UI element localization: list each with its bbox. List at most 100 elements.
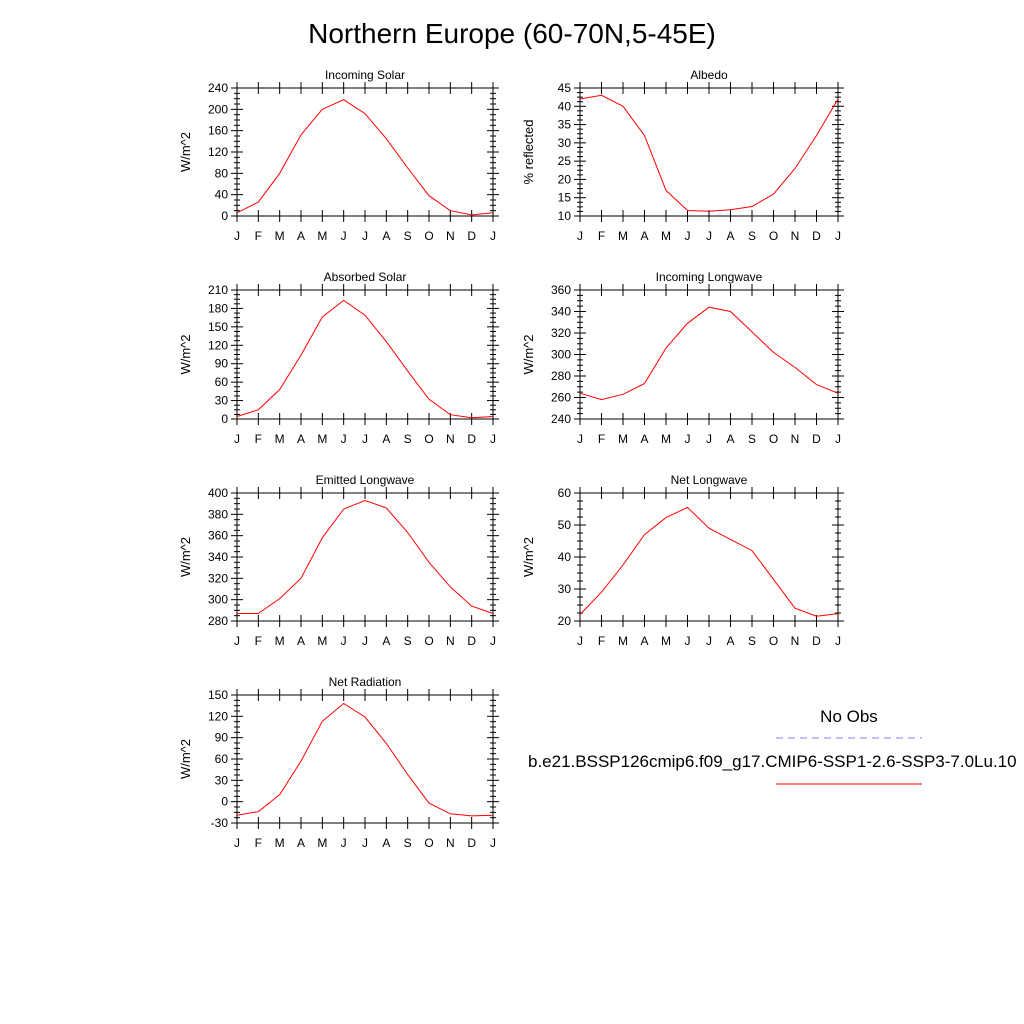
- x-tick-label: A: [640, 634, 648, 648]
- y-tick-label: 60: [558, 486, 572, 500]
- x-tick-label: S: [748, 634, 756, 648]
- x-tick-label: J: [341, 634, 347, 648]
- x-tick-label: A: [382, 634, 390, 648]
- x-tick-label: M: [618, 634, 628, 648]
- x-tick-label: O: [424, 229, 433, 243]
- x-tick-label: M: [618, 229, 628, 243]
- series-line: [579, 94, 839, 212]
- panel-title: Albedo: [690, 68, 728, 82]
- x-tick-label: M: [661, 432, 671, 446]
- panel-absorbed-solar: J F M A M J J A S O N D J0306090120150180210Absorbed…: [178, 270, 499, 446]
- x-tick-label: F: [255, 634, 262, 648]
- plot-frame: [236, 289, 494, 420]
- y-tick-label: 90: [215, 357, 229, 371]
- x-tick-label: S: [748, 229, 756, 243]
- y-tick-label: 150: [208, 320, 228, 334]
- y-tick-label: 120: [208, 709, 228, 723]
- y-tick-label: 280: [551, 369, 571, 383]
- x-tick-label: J: [685, 229, 691, 243]
- x-tick-label: S: [404, 229, 412, 243]
- y-tick-label: 0: [221, 412, 228, 426]
- x-tick-label: J: [490, 229, 496, 243]
- x-tick-label: J: [706, 634, 712, 648]
- x-tick-label: D: [467, 634, 476, 648]
- x-tick-label: J: [577, 432, 583, 446]
- x-tick-label: N: [791, 229, 800, 243]
- series-line: [236, 702, 494, 817]
- x-tick-label: A: [382, 432, 390, 446]
- x-tick-label: J: [234, 432, 240, 446]
- x-tick-label: M: [661, 229, 671, 243]
- x-tick-label: J: [685, 432, 691, 446]
- y-tick-label: 50: [558, 518, 572, 532]
- series-line: [236, 299, 494, 419]
- y-tick-label: 340: [208, 550, 228, 564]
- plot-frame: [236, 694, 494, 824]
- x-tick-label: A: [726, 634, 734, 648]
- y-axis-label: % reflected: [521, 119, 536, 184]
- x-tick-label: M: [317, 432, 327, 446]
- y-tick-label: 30: [215, 394, 229, 408]
- x-tick-label: J: [234, 836, 240, 850]
- x-tick-label: J: [234, 229, 240, 243]
- x-tick-label: M: [317, 634, 327, 648]
- y-tick-label: 30: [558, 582, 572, 596]
- y-tick-label: 25: [558, 154, 572, 168]
- x-tick-label: N: [791, 634, 800, 648]
- y-tick-label: 60: [215, 752, 229, 766]
- y-tick-label: 180: [208, 301, 228, 315]
- panel-title: Emitted Longwave: [316, 473, 415, 487]
- x-tick-label: O: [424, 634, 433, 648]
- x-tick-label: D: [812, 229, 821, 243]
- x-tick-label: J: [362, 634, 368, 648]
- y-tick-label: 60: [215, 375, 229, 389]
- y-axis-label: W/m^2: [178, 537, 193, 577]
- x-tick-label: J: [490, 634, 496, 648]
- x-tick-label: J: [706, 432, 712, 446]
- x-tick-label: A: [297, 432, 305, 446]
- y-tick-label: 360: [208, 529, 228, 543]
- x-tick-label: M: [275, 432, 285, 446]
- y-axis-label: W/m^2: [178, 739, 193, 779]
- plot-frame: [236, 87, 494, 217]
- y-tick-label: 240: [551, 412, 571, 426]
- y-tick-label: 360: [551, 283, 571, 297]
- x-tick-label: A: [640, 432, 648, 446]
- y-axis-label: W/m^2: [178, 132, 193, 172]
- y-tick-label: 260: [551, 391, 571, 405]
- y-axis-label: W/m^2: [178, 334, 193, 374]
- x-tick-label: M: [275, 634, 285, 648]
- x-tick-label: M: [275, 836, 285, 850]
- x-tick-label: D: [812, 634, 821, 648]
- x-tick-label: J: [835, 634, 841, 648]
- x-tick-label: J: [685, 634, 691, 648]
- y-tick-label: 80: [215, 166, 229, 180]
- y-tick-label: 15: [558, 191, 572, 205]
- legend: No Obs b.e21.BSSP126cmip6.f09_g17.CMIP6-…: [528, 707, 1017, 785]
- panel-title: Incoming Solar: [325, 68, 405, 82]
- x-tick-label: S: [404, 634, 412, 648]
- x-tick-label: D: [812, 432, 821, 446]
- legend-obs-label: No Obs: [820, 707, 878, 726]
- y-tick-label: 30: [215, 773, 229, 787]
- y-tick-label: 40: [558, 550, 572, 564]
- plot-frame: [579, 492, 839, 622]
- x-tick-label: M: [317, 836, 327, 850]
- series-line: [236, 99, 494, 216]
- x-tick-label: J: [341, 229, 347, 243]
- y-tick-label: 300: [208, 593, 228, 607]
- panel-title: Net Longwave: [671, 473, 748, 487]
- y-tick-label: 320: [208, 571, 228, 585]
- y-tick-label: 20: [558, 172, 572, 186]
- x-tick-label: J: [341, 836, 347, 850]
- x-tick-label: J: [362, 432, 368, 446]
- y-tick-label: 35: [558, 118, 572, 132]
- y-tick-label: 340: [551, 305, 571, 319]
- x-tick-label: J: [577, 229, 583, 243]
- y-tick-label: 40: [558, 99, 572, 113]
- x-tick-label: A: [297, 634, 305, 648]
- y-axis-label: W/m^2: [521, 334, 536, 374]
- y-tick-label: 240: [208, 81, 228, 95]
